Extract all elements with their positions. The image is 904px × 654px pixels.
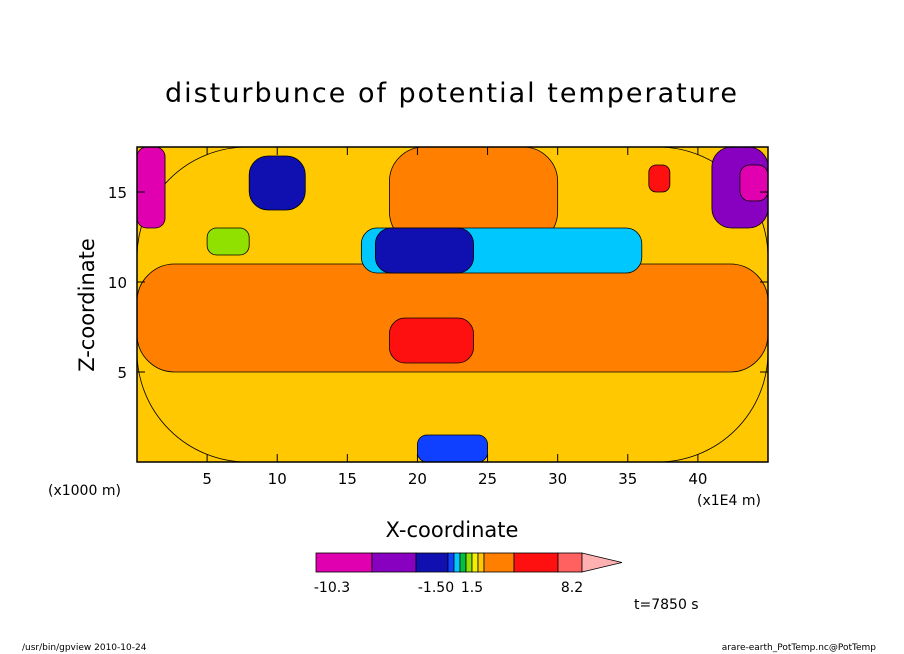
colorbar-swatch (513, 552, 559, 573)
contour-region (417, 434, 488, 463)
x-tick-label: 10 (268, 470, 287, 488)
chart-title: disturbunce of potential temperature (165, 78, 739, 109)
x-unit-right: (x1E4 m) (697, 493, 761, 509)
x-tick-label: 25 (478, 470, 497, 488)
x-axis-ticks: 5 10 15 20 25 30 35 40 (202, 147, 707, 488)
contour-region (739, 164, 769, 202)
x-tick-label: 30 (548, 470, 567, 488)
contour-region (206, 227, 250, 256)
colorbar-label: -1.50 (418, 580, 454, 596)
x-tick-label: 40 (688, 470, 707, 488)
colorbar-labels: -10.3 -1.50 1.5 8.2 (314, 580, 583, 596)
colorbar-swatch (371, 552, 417, 573)
colorbar-swatch (415, 552, 449, 573)
colorbar-arrow (581, 552, 623, 573)
contour-regions (136, 146, 769, 463)
plot-area (136, 146, 769, 463)
colorbar-swatch (447, 552, 455, 573)
contour-region (136, 146, 166, 229)
y-tick-label: 15 (108, 184, 127, 202)
contour-region (374, 227, 474, 274)
plot-frame (136, 146, 769, 463)
colorbar-label: -10.3 (314, 580, 350, 596)
footer-right: arare-earth_PotTemp.nc@PotTemp (722, 643, 877, 653)
colorbar-swatch (465, 552, 473, 573)
time-label: t=7850 s (634, 597, 699, 613)
contour-region (388, 317, 474, 364)
colorbar-label: 1.5 (461, 580, 483, 596)
y-axis-ticks: 5 10 15 (108, 184, 768, 382)
colorbar (315, 552, 623, 573)
x-tick-label: 15 (338, 470, 357, 488)
x-tick-label: 35 (618, 470, 637, 488)
colorbar-label: 8.2 (561, 580, 583, 596)
colorbar-swatch (557, 552, 583, 573)
colorbar-swatch (477, 552, 485, 573)
contour-region (648, 164, 671, 193)
contour-region (248, 155, 306, 211)
x-axis-label: X-coordinate (386, 518, 519, 542)
x-tick-label: 5 (202, 470, 212, 488)
colorbar-swatch (459, 552, 467, 573)
x-tick-label: 20 (408, 470, 427, 488)
y-tick-label: 10 (108, 274, 127, 292)
footer-left: /usr/bin/gpview 2010-10-24 (22, 643, 147, 653)
x-unit-left: (x1000 m) (48, 483, 121, 499)
colorbar-swatch (471, 552, 479, 573)
colorbar-swatch (453, 552, 461, 573)
y-tick-label: 5 (117, 364, 127, 382)
y-axis-label: Z-coordinate (75, 238, 99, 372)
colorbar-swatch (315, 552, 373, 573)
colorbar-swatch (483, 552, 515, 573)
